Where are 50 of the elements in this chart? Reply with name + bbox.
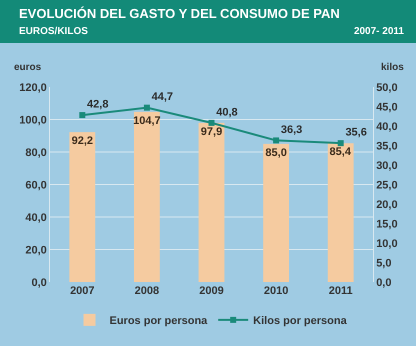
y2-tick-label: 45,0 (376, 101, 398, 114)
point (273, 137, 280, 144)
bar (328, 143, 354, 282)
y-tick-label: 20,0 (25, 244, 47, 256)
x-tick-label: 2008 (134, 285, 160, 297)
y2-tick-label: 10,0 (376, 238, 398, 250)
y2-tick-label: 50,0 (376, 82, 398, 94)
y2-tick-label: 20,0 (376, 198, 398, 211)
y2-axis-title: kilos (381, 62, 404, 73)
data-label: 44,7 (152, 91, 174, 104)
legend-label: Kilos por persona (253, 315, 348, 328)
text: 2007- 2011 (354, 26, 404, 37)
y-tick-label: 0,0 (32, 276, 47, 289)
y-tick-label: 40,0 (25, 212, 47, 224)
y2-tick-label: 5,0 (376, 257, 392, 270)
point (79, 112, 86, 118)
data-label: 40,8 (216, 106, 238, 118)
y-tick-label: 120,0 (19, 82, 47, 94)
chart-title: EVOLUCIÓN DEL GASTO Y DEL CONSUMO DE PAN (19, 6, 340, 21)
y-tick-label: 80,0 (25, 146, 47, 159)
y2-tick-label: 35,0 (376, 140, 398, 152)
y2-tick-label: 40,0 (376, 120, 398, 133)
data-label: 97,9 (200, 126, 222, 138)
data-label: 35,6 (345, 126, 367, 139)
bar (198, 122, 224, 282)
data-label: 104,7 (133, 114, 161, 127)
y-tick-label: 60,0 (25, 179, 47, 192)
data-label: 36,3 (280, 124, 302, 136)
chart-subtitle: EUROS/KILOS (19, 26, 88, 37)
bar (263, 144, 290, 282)
y2-tick-label: 30,0 (376, 160, 398, 172)
data-label: 85,4 (330, 146, 352, 158)
x-tick-label: 2007 (70, 285, 95, 297)
point (338, 140, 344, 146)
y-tick-label: 100,0 (19, 114, 47, 126)
x-tick-label: 2010 (264, 285, 288, 297)
data-label: 92,2 (72, 135, 94, 148)
bar (69, 132, 96, 282)
y-axis-title: euros (14, 62, 42, 73)
x-tick-label: 2011 (328, 285, 353, 297)
y2-tick-label: 0,0 (376, 276, 392, 289)
data-label: 85,0 (265, 146, 287, 159)
y2-tick-label: 25,0 (376, 179, 398, 192)
y2-tick-label: 15,0 (376, 218, 398, 230)
legend-label: Euros por persona (110, 315, 208, 328)
data-label: 42,8 (87, 98, 108, 111)
point (144, 104, 150, 111)
x-tick-label: 2009 (199, 285, 224, 297)
point (208, 120, 214, 126)
bar (134, 112, 160, 282)
